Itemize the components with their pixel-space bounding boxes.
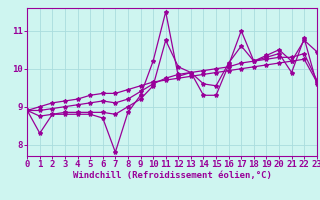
X-axis label: Windchill (Refroidissement éolien,°C): Windchill (Refroidissement éolien,°C) <box>73 171 271 180</box>
